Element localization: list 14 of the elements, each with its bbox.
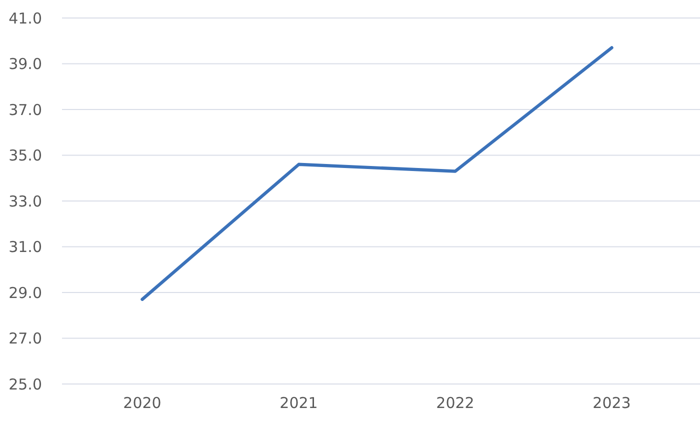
y-tick-label: 39.0 <box>8 55 42 73</box>
y-tick-label: 41.0 <box>8 9 42 28</box>
y-tick-label: 37.0 <box>8 100 42 119</box>
x-tick-label: 2020 <box>123 394 162 412</box>
y-tick-label: 33.0 <box>8 192 42 210</box>
y-tick-label: 35.0 <box>8 146 42 164</box>
line-series <box>140 46 614 301</box>
y-tick-label: 31.0 <box>8 238 42 256</box>
y-tick-label: 27.0 <box>8 330 42 348</box>
y-tick-label: 25.0 <box>8 375 42 394</box>
x-tick-label: 2023 <box>592 394 631 412</box>
x-tick-label: 2021 <box>280 394 318 412</box>
y-tick-label: 29.0 <box>8 284 42 302</box>
x-tick-label: 2022 <box>436 394 474 412</box>
